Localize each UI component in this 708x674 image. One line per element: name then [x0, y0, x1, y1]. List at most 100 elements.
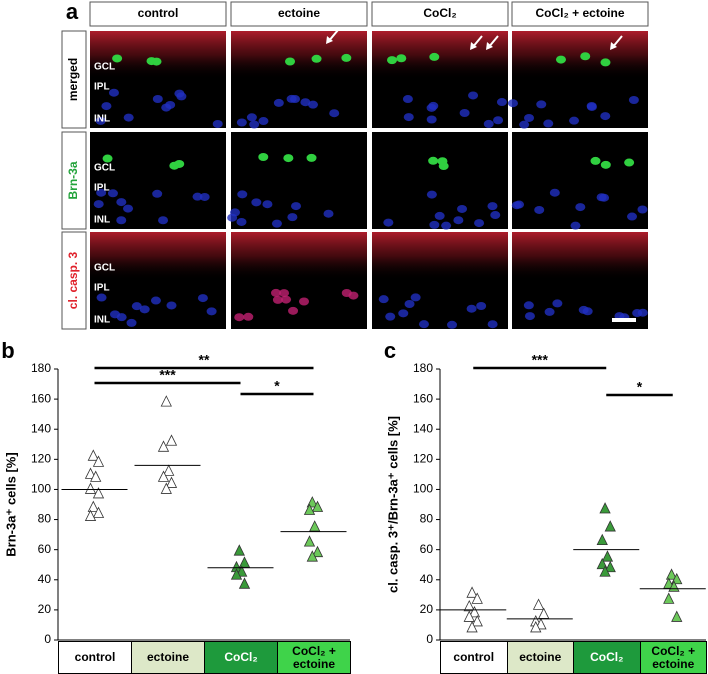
- nucleus: [428, 101, 439, 110]
- y-tick-label: 80: [420, 512, 434, 526]
- y-tick-label: 120: [413, 452, 433, 466]
- data-point: [532, 598, 545, 610]
- cell: [341, 53, 352, 62]
- data-point: [84, 482, 97, 494]
- column-header: CoCl₂: [423, 6, 456, 20]
- column-header-box: [230, 1, 368, 27]
- category-label: CoCl₂ + ectoine: [277, 641, 351, 674]
- nucleus: [234, 313, 245, 322]
- nucleus: [287, 213, 298, 222]
- nucleus: [271, 219, 282, 228]
- nucleus: [161, 103, 172, 112]
- data-point: [157, 470, 170, 482]
- nucleus: [476, 302, 487, 311]
- data-point: [471, 592, 483, 604]
- nucleus: [152, 189, 163, 198]
- nucleus: [281, 295, 292, 304]
- cell: [396, 54, 407, 63]
- data-point: [163, 464, 175, 476]
- row-label: merged: [66, 58, 80, 101]
- data-point: [466, 586, 478, 598]
- data-point: [84, 509, 97, 521]
- layer-label: GCL: [94, 163, 115, 174]
- data-point: [471, 615, 483, 627]
- nucleus: [249, 120, 260, 129]
- cell: [555, 55, 566, 64]
- nucleus: [474, 219, 485, 228]
- layer-label: GCL: [94, 62, 115, 73]
- nucleus: [627, 212, 638, 221]
- nucleus: [483, 119, 494, 128]
- micrograph-band: [231, 232, 367, 329]
- nucleus: [308, 100, 319, 109]
- micrograph-band: [372, 31, 508, 128]
- nucleus: [199, 192, 210, 201]
- data-point: [230, 568, 243, 580]
- data-point: [303, 503, 316, 515]
- panel-label: c: [384, 338, 396, 363]
- arrow-head: [610, 42, 617, 50]
- data-point: [233, 544, 245, 556]
- nucleus: [457, 204, 468, 213]
- cell: [285, 57, 296, 66]
- data-point: [601, 550, 614, 562]
- y-tick-label: 100: [31, 482, 51, 496]
- nucleus: [569, 116, 580, 125]
- nucleus: [341, 288, 352, 297]
- data-point: [535, 618, 547, 630]
- category-label: control: [58, 641, 132, 674]
- nucleus: [490, 211, 501, 220]
- panel-label: a: [66, 0, 79, 24]
- y-tick-label: 180: [413, 361, 433, 375]
- data-point: [663, 592, 675, 604]
- significance-label: ***: [159, 367, 176, 383]
- nucleus: [126, 318, 137, 327]
- nucleus: [262, 200, 273, 209]
- nucleus: [299, 297, 310, 306]
- significance-label: *: [637, 379, 643, 395]
- y-axis-title: cl. casp. 3⁺/Brn-3a⁺ cells [%]: [385, 416, 400, 593]
- data-point: [160, 395, 172, 407]
- data-point: [468, 606, 481, 618]
- row-label: Brn-3a: [66, 161, 80, 199]
- category-label: ectoine: [131, 641, 205, 674]
- y-tick-label: 120: [31, 452, 51, 466]
- cell: [428, 156, 439, 165]
- column-header-box: [89, 1, 227, 27]
- layer-label: INL: [94, 315, 110, 326]
- data-point: [309, 520, 321, 532]
- nucleus: [398, 309, 409, 318]
- nucleus: [237, 190, 248, 199]
- layer-label: INL: [94, 114, 110, 125]
- category-label: CoCl₂: [573, 641, 641, 674]
- data-point: [165, 476, 178, 488]
- nucleus: [637, 205, 648, 214]
- nucleus: [403, 113, 414, 122]
- cell: [437, 157, 448, 166]
- y-tick-label: 40: [420, 572, 434, 586]
- nucleus: [139, 305, 150, 314]
- nucleus: [236, 118, 247, 127]
- micrograph: [90, 132, 226, 229]
- nucleus: [251, 198, 262, 207]
- y-tick-label: 40: [38, 572, 52, 586]
- data-point: [671, 610, 683, 622]
- category-label: ectoine: [506, 641, 574, 674]
- cell: [387, 56, 398, 65]
- nucleus: [523, 301, 534, 310]
- nucleus: [434, 211, 445, 220]
- column-header-box: [511, 1, 649, 27]
- micrograph-band: [90, 31, 226, 128]
- data-point: [665, 568, 678, 580]
- cell: [600, 58, 611, 67]
- row-label-box: [61, 131, 87, 230]
- nucleus: [291, 202, 302, 211]
- nucleus: [418, 320, 429, 329]
- significance-label: ***: [532, 352, 549, 368]
- micrograph-band: [372, 232, 508, 329]
- data-point: [604, 560, 616, 573]
- data-point: [87, 449, 99, 461]
- cell: [102, 154, 113, 163]
- y-tick-label: 0: [426, 632, 433, 646]
- nucleus: [429, 220, 440, 229]
